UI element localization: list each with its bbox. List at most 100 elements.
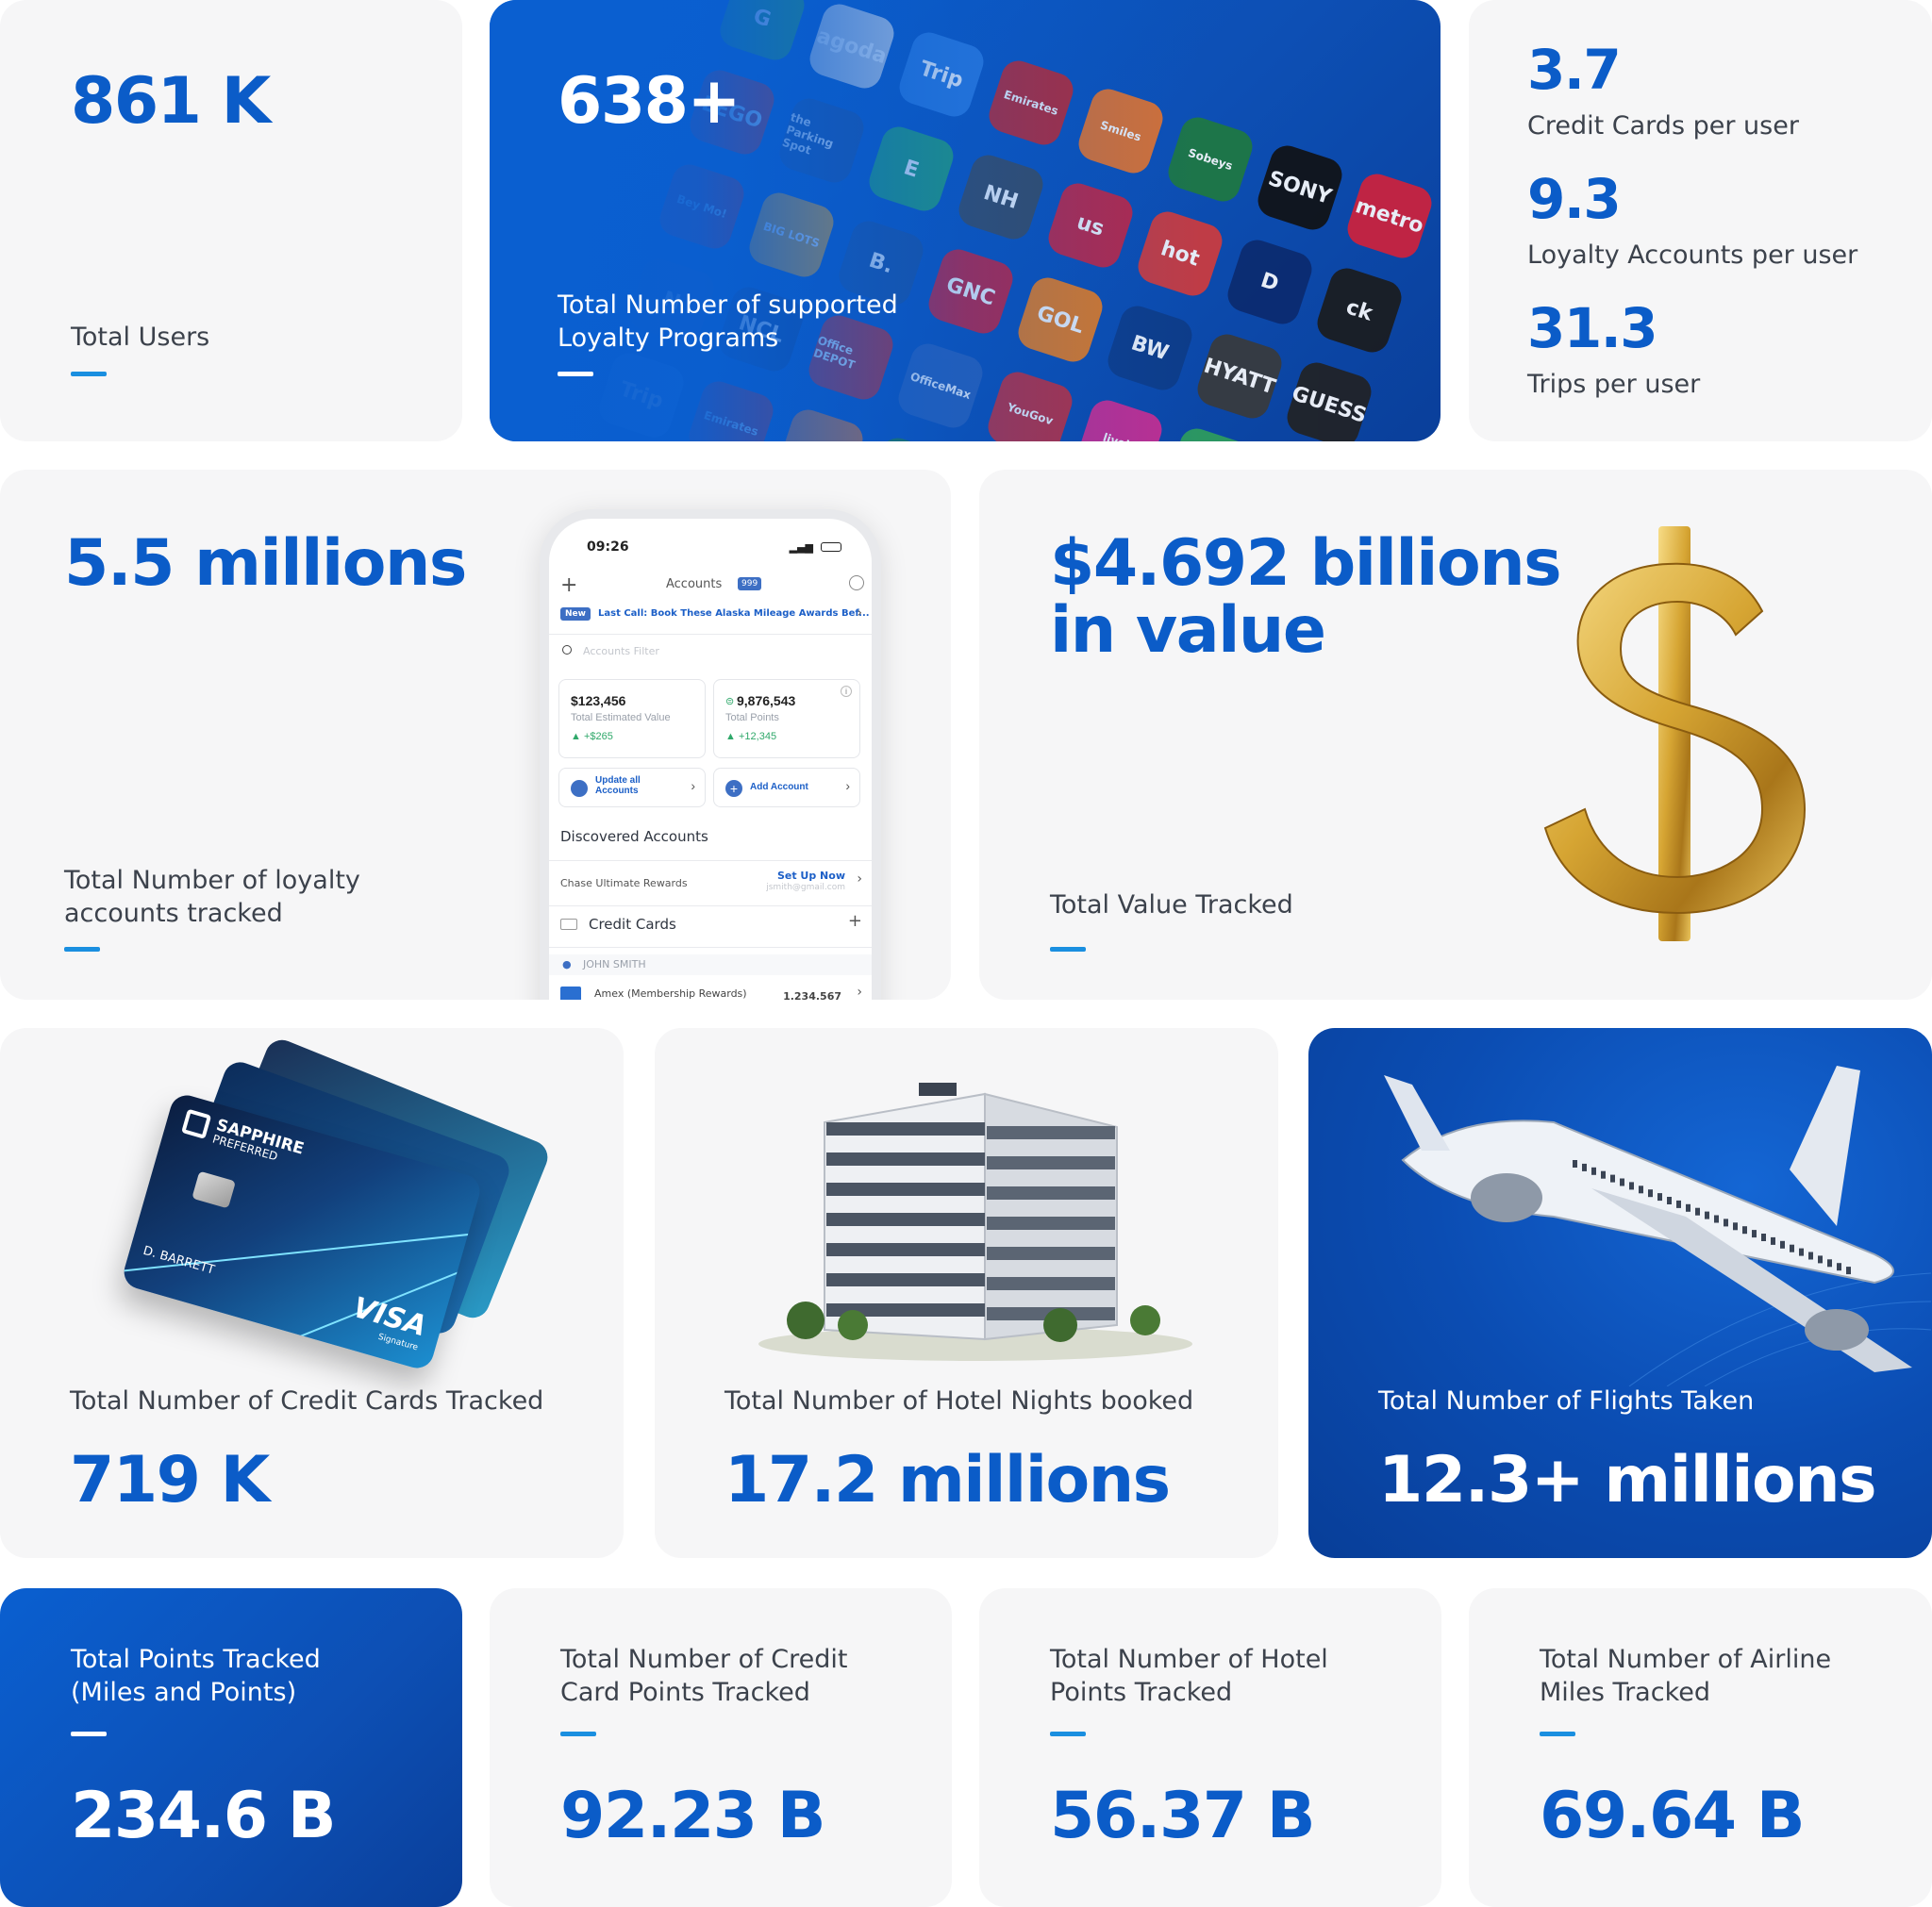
airplane-window: [1705, 1211, 1709, 1219]
estimated-value: $123,456: [571, 693, 626, 708]
add-icon[interactable]: +: [847, 911, 862, 931]
label-line: Loyalty Programs: [558, 323, 779, 354]
update-all-accounts-button[interactable]: Update all Accounts ›: [558, 768, 706, 807]
airplane-window: [1818, 1255, 1823, 1264]
accent-dash: [71, 1732, 107, 1736]
estimated-value-delta: +$265: [584, 731, 613, 742]
airplane-window: [1573, 1160, 1577, 1168]
total-users-value: 861 K: [71, 64, 271, 139]
value-tracked-card: $4.692 billions in value Total Value Tra…: [979, 470, 1932, 1000]
discovered-accounts-header: Discovered Accounts: [549, 828, 872, 851]
label-line: Total Number of loyalty: [64, 866, 360, 895]
airplane-window: [1657, 1193, 1662, 1202]
credit-cards-label: Credit Cards: [589, 916, 676, 933]
per-user-card: 3.7 Credit Cards per user 9.3 Loyalty Ac…: [1469, 0, 1932, 441]
divider: [549, 634, 872, 635]
amex-account-row[interactable]: Amex (Membership Rewards) 1,234,567 ›: [549, 985, 872, 1000]
trips-per-user-value: 31.3: [1527, 296, 1658, 360]
accounts-filter[interactable]: Accounts Filter: [549, 639, 872, 666]
update-button-label: Update all Accounts: [595, 775, 641, 796]
value-tracked-value: $4.692 billions in value: [1050, 530, 1562, 665]
up-arrow-icon: ▲: [725, 731, 736, 742]
hotel-window-band: [987, 1247, 1115, 1260]
hotel-window-band: [826, 1152, 985, 1166]
hotel-window-band: [826, 1213, 985, 1226]
airplane-window: [1591, 1167, 1596, 1175]
credit-card-image: SAPPHIRE PREFERRED D. BARRETT VISA Signa…: [120, 1035, 553, 1372]
total-users-label: Total Users: [71, 323, 210, 352]
airplane-window: [1582, 1163, 1587, 1171]
phone-title: Accounts: [666, 577, 723, 591]
card-icon: [560, 919, 577, 930]
credit-card-points-label: Total Number of Credit Card Points Track…: [560, 1643, 848, 1709]
airplane-window: [1714, 1215, 1719, 1223]
total-points-box: 9,876,543 ⊜ Total Points +12,345 ▲ i: [713, 679, 860, 758]
amex-logo-icon: [560, 987, 581, 1000]
credit-card-points-card: Total Number of Credit Card Points Track…: [490, 1588, 952, 1907]
airplane-window: [1695, 1207, 1700, 1216]
add-icon[interactable]: +: [560, 573, 578, 597]
card-brand: SAPPHIRE PREFERRED: [211, 1116, 307, 1169]
total-users-card: 861 K Total Users: [0, 0, 462, 441]
hotel-window-band: [987, 1277, 1115, 1290]
hotel-window-band: [987, 1156, 1115, 1169]
flights-label: Total Number of Flights Taken: [1378, 1386, 1755, 1416]
airplane-window: [1846, 1267, 1851, 1275]
hotel-window-band: [987, 1186, 1115, 1200]
hotel-window-band: [826, 1122, 985, 1136]
credit-cards-per-user-label: Credit Cards per user: [1527, 111, 1799, 141]
credit-cards-section[interactable]: Credit Cards +: [549, 911, 872, 941]
hotel-floors: [826, 1122, 1115, 1320]
label-line: Card Points Tracked: [560, 1678, 810, 1708]
phone-status-bar: 09:26 ▂▄▆: [549, 539, 872, 558]
loyalty-programs-value: 638+: [558, 64, 741, 139]
credit-cards-per-user-value: 3.7: [1527, 38, 1622, 102]
hotel-nights-card: Total Number of Hotel Nights booked 17.2…: [655, 1028, 1278, 1558]
airplane-window: [1827, 1259, 1832, 1268]
total-points-delta: +12,345: [739, 731, 777, 742]
label-line: Total Points Tracked: [71, 1645, 321, 1674]
chase-email: jsmith@gmail.com: [766, 883, 845, 892]
menu-icon[interactable]: [849, 575, 864, 590]
refresh-icon: [571, 780, 588, 797]
plus-circle-icon: +: [725, 780, 742, 797]
hotel-building-icon: [758, 1083, 1192, 1361]
airplane-window: [1771, 1236, 1775, 1245]
chevron-right-icon: ›: [845, 778, 850, 793]
airplane-window: [1742, 1226, 1747, 1235]
phone-time: 09:26: [587, 539, 629, 555]
info-icon[interactable]: i: [841, 686, 852, 697]
airplane-window: [1724, 1219, 1728, 1227]
news-text: Last Call: Book These Alaska Mileage Awa…: [598, 608, 870, 619]
search-icon: [562, 645, 572, 655]
accounts-count-badge: 999: [738, 577, 762, 590]
chase-account-row[interactable]: Chase Ultimate Rewards Set Up Now jsmith…: [549, 868, 872, 900]
chevron-right-icon: ›: [691, 778, 695, 793]
loyalty-programs-card: GagodaTripEmiratesSmilesSobeysSONYmetroL…: [490, 0, 1441, 441]
credit-cards-value: 719 K: [70, 1443, 270, 1517]
card-light-line: [170, 1246, 484, 1372]
airline-miles-value: 69.64 B: [1540, 1779, 1806, 1853]
up-arrow-icon: ▲: [571, 731, 581, 742]
points-icon: ⊜: [725, 696, 735, 707]
hotel-nights-label: Total Number of Hotel Nights booked: [724, 1386, 1194, 1416]
total-points-value: 234.6 B: [71, 1779, 337, 1853]
chase-account-name: Chase Ultimate Rewards: [560, 877, 688, 889]
amex-account-name: Amex (Membership Rewards): [594, 987, 747, 1000]
airplane-window: [1780, 1240, 1785, 1249]
loyalty-accounts-per-user-value: 9.3: [1527, 167, 1622, 231]
setup-now-link[interactable]: Set Up Now: [776, 870, 845, 882]
chevron-right-icon: ›: [857, 871, 862, 887]
news-tag: New: [560, 607, 591, 621]
hotel-window-band: [987, 1217, 1115, 1230]
divider: [549, 905, 872, 906]
value-tracked-label: Total Value Tracked: [1050, 890, 1293, 920]
add-account-button[interactable]: + Add Account ›: [713, 768, 860, 807]
hotel-nights-value: 17.2 millions: [724, 1443, 1171, 1517]
news-banner[interactable]: New Last Call: Book These Alaska Mileage…: [549, 605, 872, 628]
chevron-right-icon: ›: [857, 985, 862, 1000]
airplane-window: [1733, 1222, 1738, 1231]
logo-wall-fade: [490, 0, 1441, 441]
trips-per-user-label: Trips per user: [1527, 370, 1701, 399]
card-chip-icon: [192, 1170, 236, 1209]
